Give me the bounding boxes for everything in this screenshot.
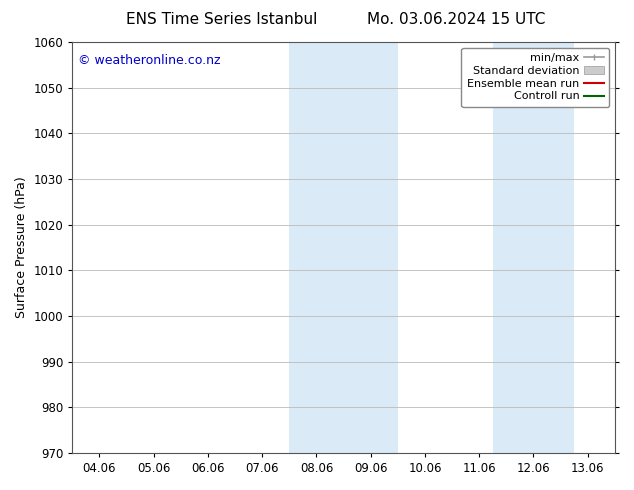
Legend: min/max, Standard deviation, Ensemble mean run, Controll run: min/max, Standard deviation, Ensemble me… (462, 48, 609, 107)
Text: ENS Time Series Istanbul: ENS Time Series Istanbul (126, 12, 318, 27)
Y-axis label: Surface Pressure (hPa): Surface Pressure (hPa) (15, 176, 28, 318)
Bar (493, 42, 574, 453)
Text: Mo. 03.06.2024 15 UTC: Mo. 03.06.2024 15 UTC (367, 12, 546, 27)
Text: © weatheronline.co.nz: © weatheronline.co.nz (78, 54, 220, 68)
Bar (289, 42, 398, 453)
